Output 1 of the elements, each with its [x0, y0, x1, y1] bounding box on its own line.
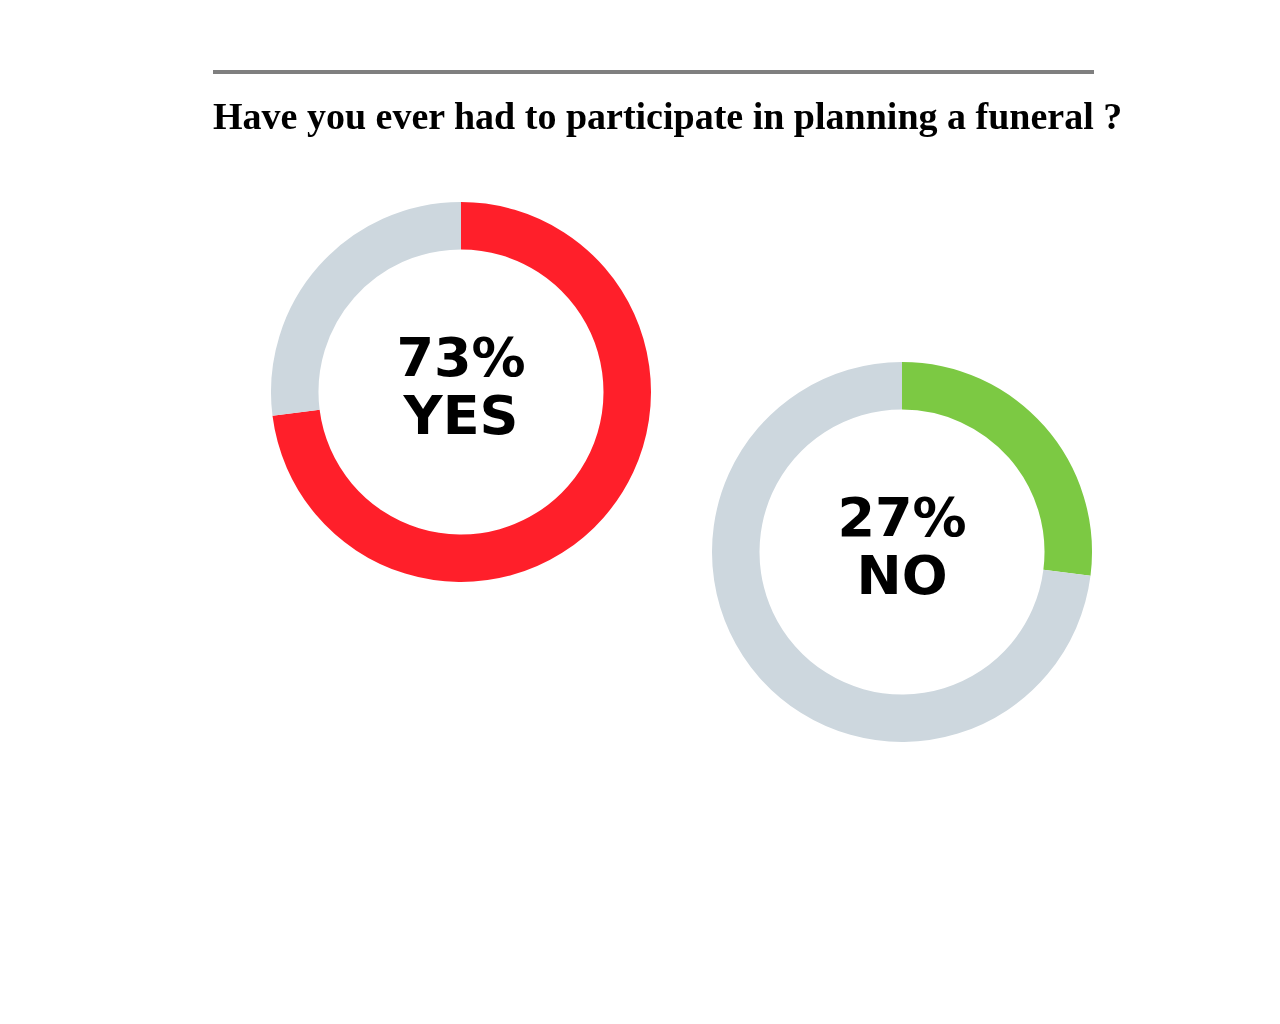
chart-title: Have you ever had to participate in planning a funeral ?: [213, 94, 1123, 138]
